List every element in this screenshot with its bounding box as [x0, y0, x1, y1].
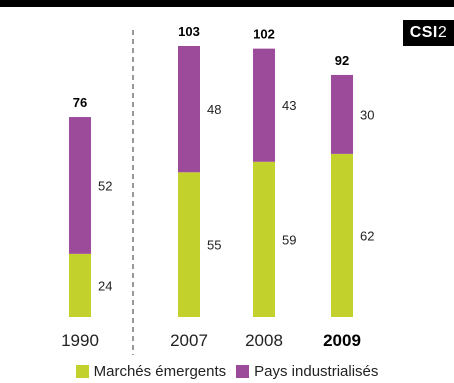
value-label-2007-emerging: 55	[207, 238, 221, 253]
bar-2007-industrialized	[178, 46, 200, 173]
x-tick-label-2009: 2009	[323, 331, 361, 350]
bar-2009-emerging	[331, 153, 353, 317]
total-label-2009: 92	[335, 53, 349, 68]
total-label-2007: 103	[178, 24, 200, 39]
bar-1990-industrialized	[69, 117, 91, 254]
legend-item-industrialized: Pays industrialisés	[236, 363, 378, 380]
value-label-1990-emerging: 24	[98, 278, 112, 293]
legend-swatch-emerging	[75, 364, 89, 378]
legend-swatch-industrialized	[236, 364, 250, 378]
x-tick-label-2007: 2007	[170, 331, 208, 350]
bar-2008-emerging	[253, 161, 275, 317]
legend-label-emerging: Marchés émergents	[93, 362, 227, 380]
badge-part-2: 2	[437, 24, 448, 41]
x-tick-label-2008: 2008	[245, 331, 283, 350]
bars-layer: 24 52 76 1990 55 48 103 2007 59 43 102 2008 62 30 92 20…	[61, 24, 374, 350]
total-label-1990: 76	[73, 95, 87, 110]
legend-item-emerging: Marchés émergents	[75, 362, 227, 380]
bar-2007-emerging	[178, 172, 200, 317]
value-label-2009-industrialized: 30	[360, 107, 374, 122]
x-tick-label-1990: 1990	[61, 331, 99, 350]
legend-label-industrialized: Pays industrialisés	[254, 362, 379, 380]
value-label-2008-industrialized: 43	[282, 98, 296, 113]
legend: Marchés émergents Pays industrialisés	[0, 360, 454, 382]
value-label-2007-industrialized: 48	[207, 102, 221, 117]
total-label-2008: 102	[253, 27, 275, 42]
value-label-1990-industrialized: 52	[98, 178, 112, 193]
bar-2009-industrialized	[331, 74, 353, 154]
value-label-2008-emerging: 59	[282, 232, 296, 247]
bar-2008-industrialized	[253, 48, 275, 162]
bar-1990-emerging	[69, 253, 91, 317]
stacked-bar-chart: 24 52 76 1990 55 48 103 2007 59 43 102 2008 62 30 92 20…	[61, 24, 374, 355]
csi-badge: CSI 2	[403, 20, 454, 46]
badge-part-1: CSI	[409, 24, 438, 41]
top-rule	[0, 0, 454, 7]
value-label-2009-emerging: 62	[360, 228, 374, 243]
